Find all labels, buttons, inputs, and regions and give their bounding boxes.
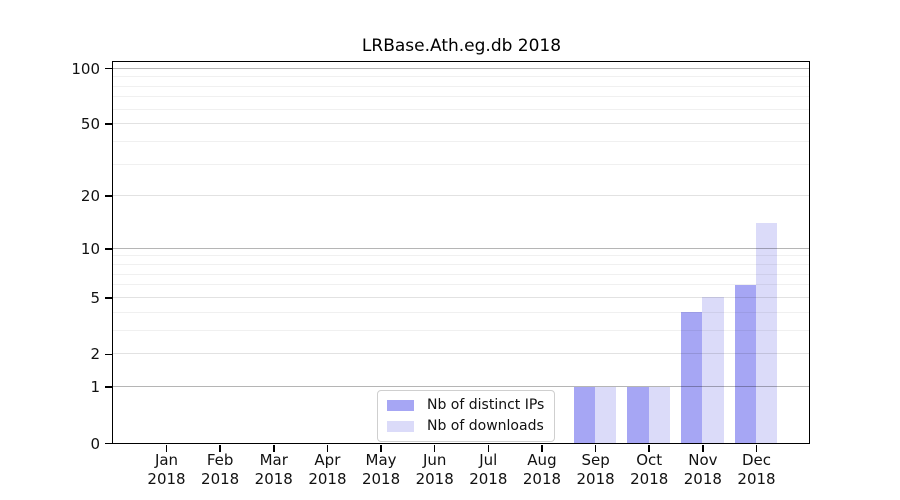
legend-swatch-distinct-ips <box>387 400 414 411</box>
bar-sep-distinct-ips <box>573 386 596 443</box>
x-tick-month: Apr <box>314 451 341 469</box>
x-tick-label-dec: Dec 2018 <box>719 451 795 489</box>
x-tick-month: Aug <box>527 451 557 469</box>
x-tick-month: Mar <box>259 451 288 469</box>
y-tick-0 <box>105 442 112 445</box>
x-tick-year: 2018 <box>308 470 347 488</box>
x-tick-oct <box>648 445 650 452</box>
x-tick-month: Sep <box>581 451 610 469</box>
y-tick-10 <box>105 248 112 250</box>
y-tick-label-20: 20 <box>80 187 100 206</box>
y-tick-label-2: 2 <box>90 345 100 364</box>
x-tick-label-sep: Sep 2018 <box>558 451 634 489</box>
x-tick-jun <box>433 445 436 452</box>
y-tick-label-0: 0 <box>90 434 100 453</box>
x-tick-year: 2018 <box>469 470 508 488</box>
legend-label-distinct-ips: Nb of distinct IPs <box>427 397 545 413</box>
y-tick-1 <box>105 386 112 388</box>
y-tick-label-100: 100 <box>71 59 100 78</box>
x-tick-label-jan: Jan 2018 <box>129 451 205 489</box>
x-tick-year: 2018 <box>254 470 293 488</box>
x-tick-month: Jan <box>154 451 179 469</box>
x-tick-mar <box>273 445 275 452</box>
x-tick-month: Jul <box>479 451 498 469</box>
x-tick-year: 2018 <box>522 470 562 488</box>
y-tick-label-10: 10 <box>80 239 100 258</box>
x-tick-aug <box>541 445 543 452</box>
legend-swatch-downloads <box>387 421 414 432</box>
x-tick-label-jun: Jun 2018 <box>397 451 473 489</box>
x-tick-label-aug: Aug 2018 <box>504 451 580 489</box>
x-tick-year: 2018 <box>415 470 454 488</box>
bar-dec-downloads <box>756 223 778 443</box>
x-tick-label-feb: Feb 2018 <box>182 451 258 489</box>
x-tick-sep <box>594 445 597 452</box>
x-tick-year: 2018 <box>630 470 669 488</box>
bar-oct-distinct-ips <box>627 386 649 443</box>
y-tick-label-50: 50 <box>80 115 100 134</box>
x-tick-nov <box>702 445 704 452</box>
x-tick-year: 2018 <box>737 470 776 488</box>
bar-nov-distinct-ips <box>680 312 703 443</box>
plot-area: Nb of distinct IPs Nb of downloads <box>112 61 810 444</box>
x-tick-dec <box>755 445 758 452</box>
x-tick-month: Feb <box>206 451 234 469</box>
x-tick-jul <box>487 445 490 452</box>
y-tick-label-1: 1 <box>90 378 100 397</box>
x-tick-feb <box>219 445 221 452</box>
bars-layer <box>113 62 809 443</box>
bar-sep-downloads <box>595 386 617 443</box>
x-tick-label-jul: Jul 2018 <box>450 451 526 489</box>
x-tick-year: 2018 <box>361 470 401 488</box>
chart-title: LRBase.Ath.eg.db 2018 <box>361 36 562 56</box>
x-tick-may <box>380 445 382 452</box>
y-tick-2 <box>105 353 112 356</box>
bar-oct-downloads <box>648 386 671 443</box>
bar-dec-distinct-ips <box>734 284 756 443</box>
x-tick-label-may: May 2018 <box>343 451 419 489</box>
legend-item-downloads: Nb of downloads <box>387 417 544 436</box>
y-tick-5 <box>105 297 112 299</box>
x-tick-label-nov: Nov 2018 <box>665 451 741 489</box>
y-tick-label-5: 5 <box>90 288 100 307</box>
x-tick-label-oct: Oct 2018 <box>611 451 687 489</box>
bar-nov-downloads <box>702 297 724 443</box>
x-tick-label-mar: Mar 2018 <box>236 451 312 489</box>
legend-label-downloads: Nb of downloads <box>427 418 544 434</box>
x-tick-month: Jun <box>422 451 447 469</box>
x-tick-month: May <box>365 451 397 469</box>
x-tick-jan <box>165 445 168 452</box>
x-tick-apr <box>326 445 329 452</box>
x-tick-year: 2018 <box>683 470 722 488</box>
y-tick-100 <box>105 67 112 70</box>
x-tick-year: 2018 <box>201 470 240 488</box>
x-tick-year: 2018 <box>576 470 615 488</box>
x-tick-label-apr: Apr 2018 <box>289 451 365 489</box>
x-tick-year: 2018 <box>147 470 186 488</box>
x-tick-month: Nov <box>688 451 718 469</box>
y-tick-20 <box>105 195 112 197</box>
x-tick-month: Oct <box>636 451 663 469</box>
legend-item-distinct-ips: Nb of distinct IPs <box>387 396 544 415</box>
legend: Nb of distinct IPs Nb of downloads <box>377 390 556 442</box>
y-tick-50 <box>105 123 112 125</box>
x-tick-month: Dec <box>741 451 772 469</box>
